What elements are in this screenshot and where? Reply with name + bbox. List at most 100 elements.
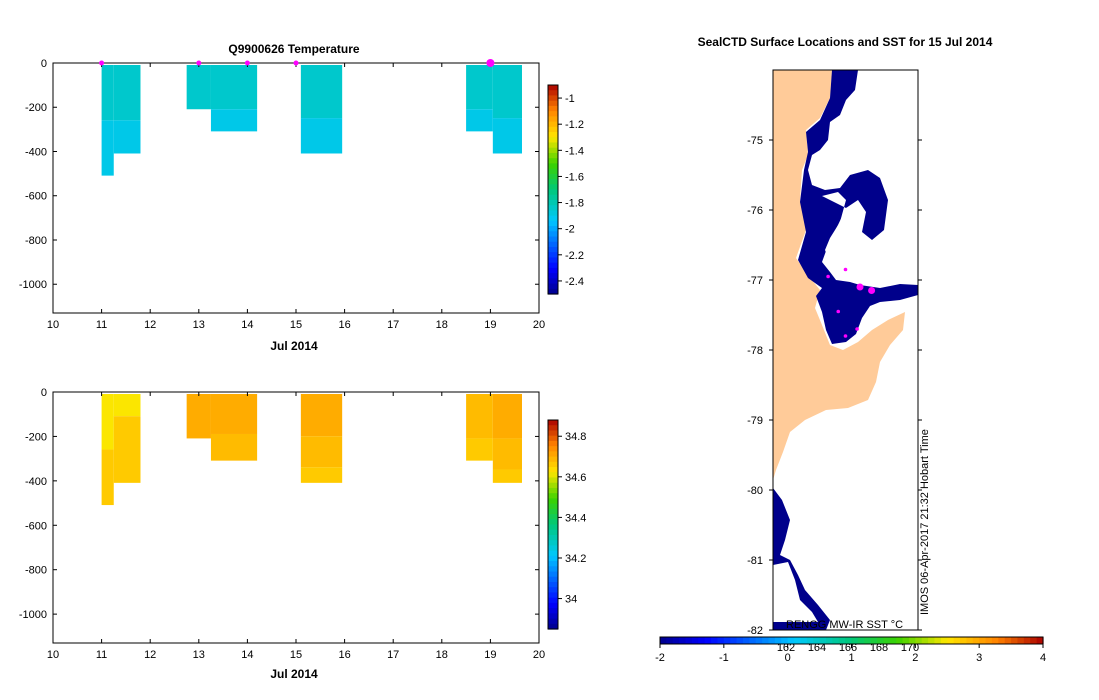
sst-colorbar-segment [685,637,693,644]
map-profile-positions [826,267,876,338]
sst-colorbar-segment [870,637,878,644]
s-cell [113,394,141,417]
sst-colorbar-tick-label: 1 [848,652,854,664]
sst-colorbar-segment [998,637,1006,644]
map-lon-tick-label: 162 [777,642,795,654]
x-tick-label: 13 [193,319,205,331]
t-cell [101,120,114,176]
sst-colorbar-segment [902,637,910,644]
y-tick-label: -1000 [19,279,47,291]
sst-map-panel: SealCTD Surface Locations and SST for 15… [655,35,1046,664]
colorbar-segment [548,95,558,102]
sst-colorbar-segment [838,637,846,644]
colorbar-segment [548,105,558,112]
sst-colorbar-segment [666,637,674,644]
colorbar-segment [548,90,558,97]
sst-colorbar-segment [1011,637,1019,644]
map-y-tick-label: -79 [747,415,763,427]
t-cell [466,65,493,110]
colorbar-segment [548,472,558,479]
profile-marker [486,59,495,67]
x-tick-label: 16 [338,649,350,661]
colorbar-segment [548,430,558,437]
map-position-marker [856,283,864,291]
map-y-tick-label: -80 [747,485,763,497]
sst-colorbar-segment [928,637,936,644]
t-cell [101,65,114,121]
sst-colorbar-segment [960,637,967,644]
t-cell [113,65,141,121]
s-cell [466,394,493,439]
colorbar-tick-label: 34.2 [565,553,586,565]
sst-colorbar-label: RENGG MW-IR SST °C [786,619,903,631]
colorbar-segment [548,623,558,630]
x-tick-label: 17 [387,319,399,331]
colorbar-segment [548,420,558,426]
colorbar-segment [548,252,558,259]
colorbar-segment [548,194,558,201]
t-cell [466,109,493,132]
colorbar-segment [548,184,558,191]
sst-colorbar-segment [762,637,770,644]
colorbar-segment [548,534,558,541]
colorbar-tick-label: -1.6 [565,171,584,183]
temperature-colorbar: -1 -1.2 -1.4 -1.6 -1.8 -2 -2.2 -2.4 [547,84,584,295]
x-tick-label: 16 [338,319,350,331]
sst-colorbar-segment [921,637,929,644]
colorbar-segment [548,288,558,295]
t-cell [210,65,258,110]
t-cell [492,118,522,154]
map-position-marker [836,309,841,314]
colorbar-segment [548,435,558,442]
t-cell [300,118,343,154]
y-tick-label: -200 [25,431,47,443]
sst-colorbar-segment [889,637,897,644]
x-tick-label: 12 [144,319,156,331]
colorbar-segment [548,111,558,117]
s-cell [466,438,493,461]
sst-inner-white [822,192,864,268]
colorbar-segment [548,576,558,583]
map-y-tick-label: -77 [747,275,763,287]
colorbar-segment [548,236,558,243]
s-cell [101,394,114,450]
map-title: SealCTD Surface Locations and SST for 15… [698,35,993,49]
colorbar-segment [548,257,558,264]
salinity-panel: 10 11 12 13 14 15 16 17 18 19 20 0 -200 -400 -600 -800 -… [19,387,587,681]
colorbar-segment [548,550,558,557]
colorbar-tick-label: -1 [565,93,575,105]
x-tick-label: 20 [533,319,545,331]
s-cell [101,449,114,506]
sst-colorbar-segment [819,637,827,644]
sst-colorbar-segment [908,637,916,644]
colorbar-segment [548,467,558,473]
s-cell [300,436,343,468]
colorbar-segment [548,524,558,531]
sst-colorbar-segment [800,637,808,644]
t-cell [113,120,141,154]
x-tick-label: 10 [47,319,59,331]
s-cell [186,394,211,439]
profile-marker [244,60,250,66]
sst-colorbar-segment [1017,637,1025,644]
colorbar-segment [548,519,558,526]
map-credit: IMOS 06-Apr-2017 21:32 Hobart Time [919,429,931,615]
map-axes: -75 -76 -77 -78 -79 -80 -81 -82 [747,135,922,637]
colorbar-segment [548,503,558,510]
sst-colorbar-segment [832,637,840,644]
colorbar-tick-label: -1.8 [565,198,584,210]
x-tick-label: 10 [47,649,59,661]
colorbar-segment [548,597,558,604]
t-cell [210,109,258,132]
map-position-marker [843,267,848,272]
temperature-profile-markers [99,59,495,67]
colorbar-segment [548,205,558,211]
x-tick-label: 17 [387,649,399,661]
colorbar-segment [548,199,558,206]
colorbar-segment [548,602,558,609]
x-tick-label: 12 [144,649,156,661]
salinity-cells [101,394,522,506]
colorbar-segment [548,168,558,175]
sst-colorbar-segment [1004,637,1012,644]
